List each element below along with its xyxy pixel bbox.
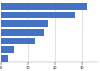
Bar bbox=[1, 55, 8, 62]
Bar bbox=[1, 3, 88, 10]
Bar bbox=[1, 38, 36, 44]
Bar bbox=[1, 29, 44, 36]
Bar bbox=[1, 12, 75, 18]
Bar bbox=[1, 20, 48, 27]
Bar bbox=[1, 46, 14, 53]
